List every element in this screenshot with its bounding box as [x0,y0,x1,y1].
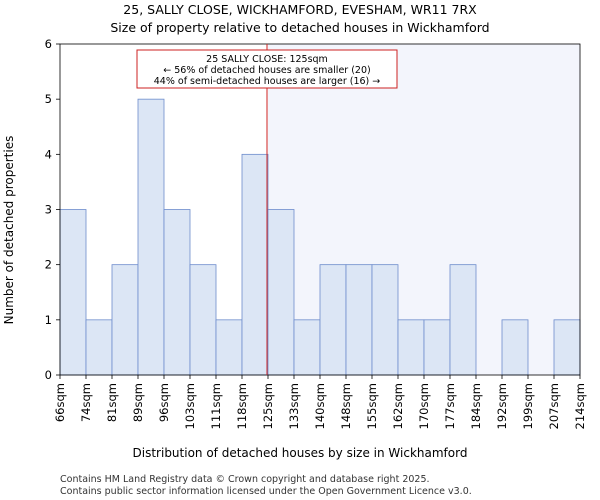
x-tick-label: 207sqm [547,383,561,429]
y-tick-label: 0 [45,368,52,382]
x-tick-label: 199sqm [521,383,535,429]
x-tick-label: 155sqm [365,383,379,429]
annotation-line-2: ← 56% of detached houses are smaller (20… [163,65,370,76]
x-tick-label: 148sqm [339,383,353,429]
x-tick-label: 103sqm [183,383,197,429]
y-tick-label: 5 [45,92,52,106]
annotation-box: 25 SALLY CLOSE: 125sqm ← 56% of detached… [136,49,398,89]
x-tick-label: 214sqm [573,383,587,429]
bar-118sqm [241,153,269,376]
x-tick-label: 184sqm [469,383,483,429]
x-tick-label: 192sqm [495,383,509,429]
bar-162sqm [397,319,425,376]
x-tick-label: 133sqm [287,383,301,429]
bar-125sqm [267,209,295,376]
y-tick-label: 6 [45,37,52,51]
x-axis-label: Distribution of detached houses by size … [133,446,468,460]
footer-line-2: Contains public sector information licen… [60,486,472,497]
bar-89sqm [137,98,165,376]
x-axis: 66sqm 74sqm 81sqm 89sqm 96sqm 103sqm 111sqm 118… [53,375,587,429]
chart-subtitle: Size of property relative to detached ho… [110,20,489,35]
annotation-line-1: 25 SALLY CLOSE: 125sqm [206,54,328,65]
bar-74sqm [85,319,113,376]
chart-title: 25, SALLY CLOSE, WICKHAMFORD, EVESHAM, W… [123,2,477,17]
bar-111sqm [215,319,243,376]
y-tick-label: 1 [45,313,52,327]
annotation-line-3: 44% of semi-detached houses are larger (… [154,76,381,87]
bar-207sqm [553,319,581,376]
y-tick-label: 3 [45,203,52,217]
x-tick-label: 89sqm [131,383,145,422]
y-tick-label: 4 [45,147,52,161]
y-axis-label: Number of detached properties [2,136,16,325]
x-tick-label: 162sqm [391,383,405,429]
bar-192sqm [501,319,529,376]
bar-66sqm [59,209,87,376]
y-axis: 0 1 2 3 4 5 6 [45,37,60,382]
bars [59,98,581,376]
x-tick-label: 74sqm [79,383,93,422]
x-tick-label: 118sqm [235,383,249,429]
bar-140sqm [319,264,347,376]
x-tick-label: 66sqm [53,383,67,422]
x-tick-label: 111sqm [209,383,223,429]
y-tick-label: 2 [45,258,52,272]
x-tick-label: 81sqm [105,383,119,422]
bar-148sqm [345,264,373,376]
footer-line-1: Contains HM Land Registry data © Crown c… [60,474,430,485]
bar-170sqm [423,319,451,376]
bar-96sqm [163,209,191,376]
bar-177sqm [449,264,477,376]
bar-81sqm [111,264,139,376]
x-tick-label: 177sqm [443,383,457,429]
bar-103sqm [189,264,217,376]
bar-155sqm [371,264,399,376]
bar-133sqm [293,319,321,376]
annotation-border [136,49,398,89]
x-tick-label: 140sqm [313,383,327,429]
plot-area: 25 SALLY CLOSE: 125sqm ← 56% of detached… [59,43,581,376]
x-tick-label: 96sqm [157,383,171,422]
x-tick-label: 170sqm [417,383,431,429]
x-tick-label: 125sqm [261,383,275,429]
